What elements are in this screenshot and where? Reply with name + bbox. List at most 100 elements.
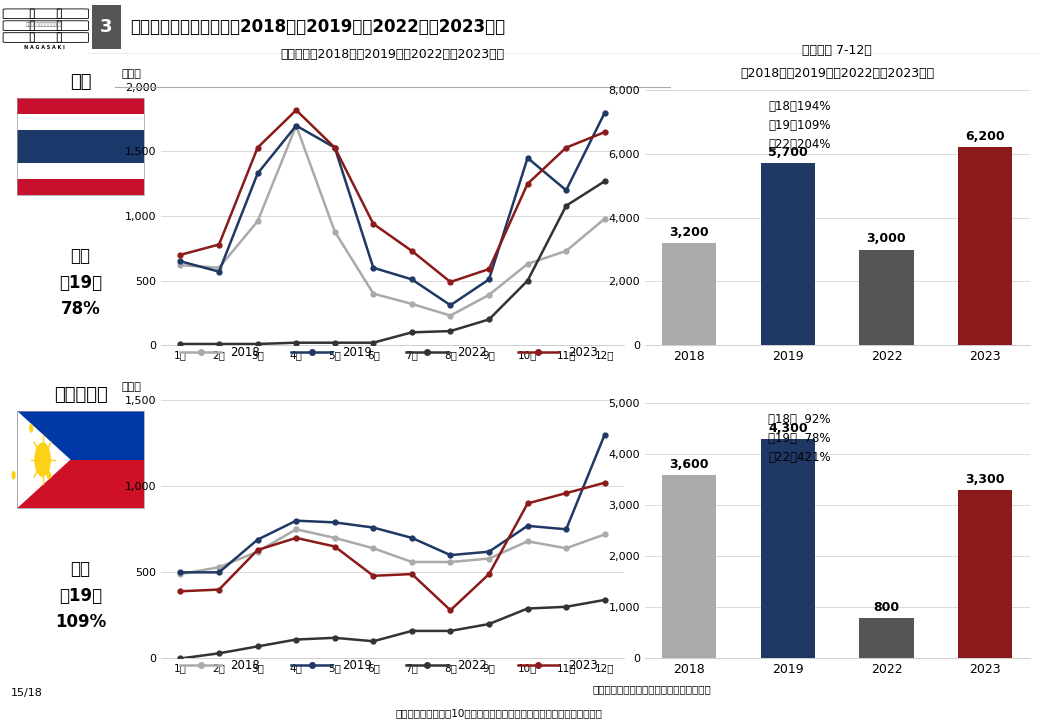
Line: 2023: 2023 [178, 108, 607, 284]
2019 [521, 153, 534, 162]
2022 [406, 626, 418, 635]
Circle shape [29, 424, 33, 433]
2022 [483, 315, 495, 324]
2022 [406, 328, 418, 337]
Text: 資料：長崎市モバイル空間統計を基に作成: 資料：長崎市モバイル空間統計を基に作成 [593, 684, 711, 694]
2018 [252, 217, 264, 225]
2023 [406, 570, 418, 578]
2023 [521, 179, 534, 188]
Bar [761, 163, 815, 346]
2022 [329, 634, 341, 642]
2023 [483, 570, 495, 578]
Text: 市場
対19年
78%: 市場 対19年 78% [59, 247, 102, 318]
Text: タイ: タイ [70, 73, 92, 91]
2019 [367, 523, 380, 532]
Text: 2022: 2022 [458, 346, 488, 359]
2022 [367, 338, 380, 347]
2022 [252, 642, 264, 651]
Bar [662, 243, 717, 346]
Polygon shape [18, 411, 71, 508]
Text: 15/18: 15/18 [10, 688, 43, 698]
2019 [252, 169, 264, 178]
2018 [521, 260, 534, 269]
2018 [213, 264, 226, 272]
Text: 対18年194%
対19年109%
対22年204%: 対18年194% 対19年109% 対22年204% [768, 100, 830, 151]
2022 [290, 635, 303, 644]
Bar [18, 130, 144, 163]
2023 [367, 572, 380, 580]
2018 [213, 563, 226, 572]
Bar [18, 459, 144, 508]
Bar [0, 0, 88, 54]
2018 [598, 215, 610, 223]
2022 [598, 595, 610, 604]
2022 [598, 177, 610, 186]
2018 [290, 122, 303, 130]
2018 [444, 558, 457, 567]
2023 [175, 251, 187, 259]
2023 [560, 489, 572, 498]
Bar [662, 474, 717, 659]
2019 [329, 143, 341, 152]
Text: 2023: 2023 [569, 346, 598, 359]
2023 [252, 143, 264, 152]
2018 [252, 547, 264, 556]
Text: 2023: 2023 [569, 659, 598, 672]
2023 [406, 247, 418, 256]
2018 [367, 289, 380, 298]
2023 [598, 479, 610, 487]
Line: 2018: 2018 [178, 527, 607, 577]
2019 [290, 516, 303, 525]
2019 [406, 534, 418, 542]
Bar [18, 98, 144, 114]
2022 [444, 327, 457, 336]
Text: 6,200: 6,200 [965, 130, 1005, 143]
2018 [521, 537, 534, 546]
2019 [175, 568, 187, 577]
Text: N A G A S A K I: N A G A S A K I [24, 45, 66, 50]
2018 [444, 311, 457, 320]
2018 [483, 554, 495, 563]
Bar [18, 411, 144, 508]
Bar [958, 490, 1012, 659]
2019 [560, 186, 572, 194]
2022 [290, 338, 303, 347]
Text: 2022: 2022 [458, 659, 488, 672]
Bar [18, 163, 144, 179]
2023 [444, 278, 457, 287]
Bar [859, 618, 913, 659]
Text: 3,000: 3,000 [866, 233, 906, 246]
Text: （人）: （人） [122, 382, 141, 392]
2022 [444, 626, 457, 635]
2019 [598, 109, 610, 117]
2019 [483, 275, 495, 284]
2022 [521, 276, 534, 285]
Bar [958, 148, 1012, 346]
2018 [290, 525, 303, 534]
Text: 年間推移（2018年、2019年、2022年、2023年）: 年間推移（2018年、2019年、2022年、2023年） [281, 48, 504, 61]
Line: 2022: 2022 [178, 598, 607, 661]
2022 [175, 654, 187, 663]
Text: 4,300: 4,300 [769, 422, 808, 435]
Circle shape [34, 442, 51, 477]
2022 [175, 340, 187, 348]
2023 [290, 106, 303, 114]
2018 [483, 291, 495, 300]
Text: 800: 800 [874, 600, 900, 613]
2019 [175, 257, 187, 266]
2019 [560, 525, 572, 534]
Text: 3,600: 3,600 [670, 458, 709, 471]
2023 [329, 542, 341, 551]
Text: 対18年  92%
対19年  78%
対22年421%: 対18年 92% 対19年 78% 対22年421% [768, 413, 831, 464]
Text: （人）: （人） [122, 69, 141, 79]
2023 [252, 546, 264, 554]
2022 [213, 340, 226, 348]
Bar [18, 179, 144, 195]
2019 [444, 301, 457, 310]
Circle shape [47, 471, 51, 480]
Bar [18, 114, 144, 130]
2019 [367, 264, 380, 272]
2019 [406, 275, 418, 284]
2023 [290, 534, 303, 542]
2022 [213, 649, 226, 657]
